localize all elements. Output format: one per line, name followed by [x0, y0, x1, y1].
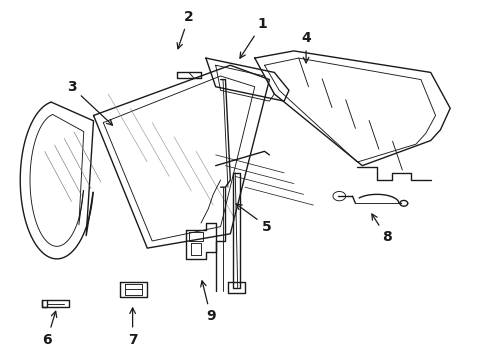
Text: 5: 5	[236, 204, 272, 234]
Text: 3: 3	[67, 80, 113, 125]
Text: 8: 8	[372, 214, 392, 244]
Text: 7: 7	[128, 308, 137, 347]
Text: 2: 2	[177, 10, 194, 49]
Text: 9: 9	[201, 281, 216, 323]
Text: 1: 1	[240, 17, 267, 58]
Text: 4: 4	[301, 31, 311, 63]
Text: 6: 6	[42, 311, 57, 347]
